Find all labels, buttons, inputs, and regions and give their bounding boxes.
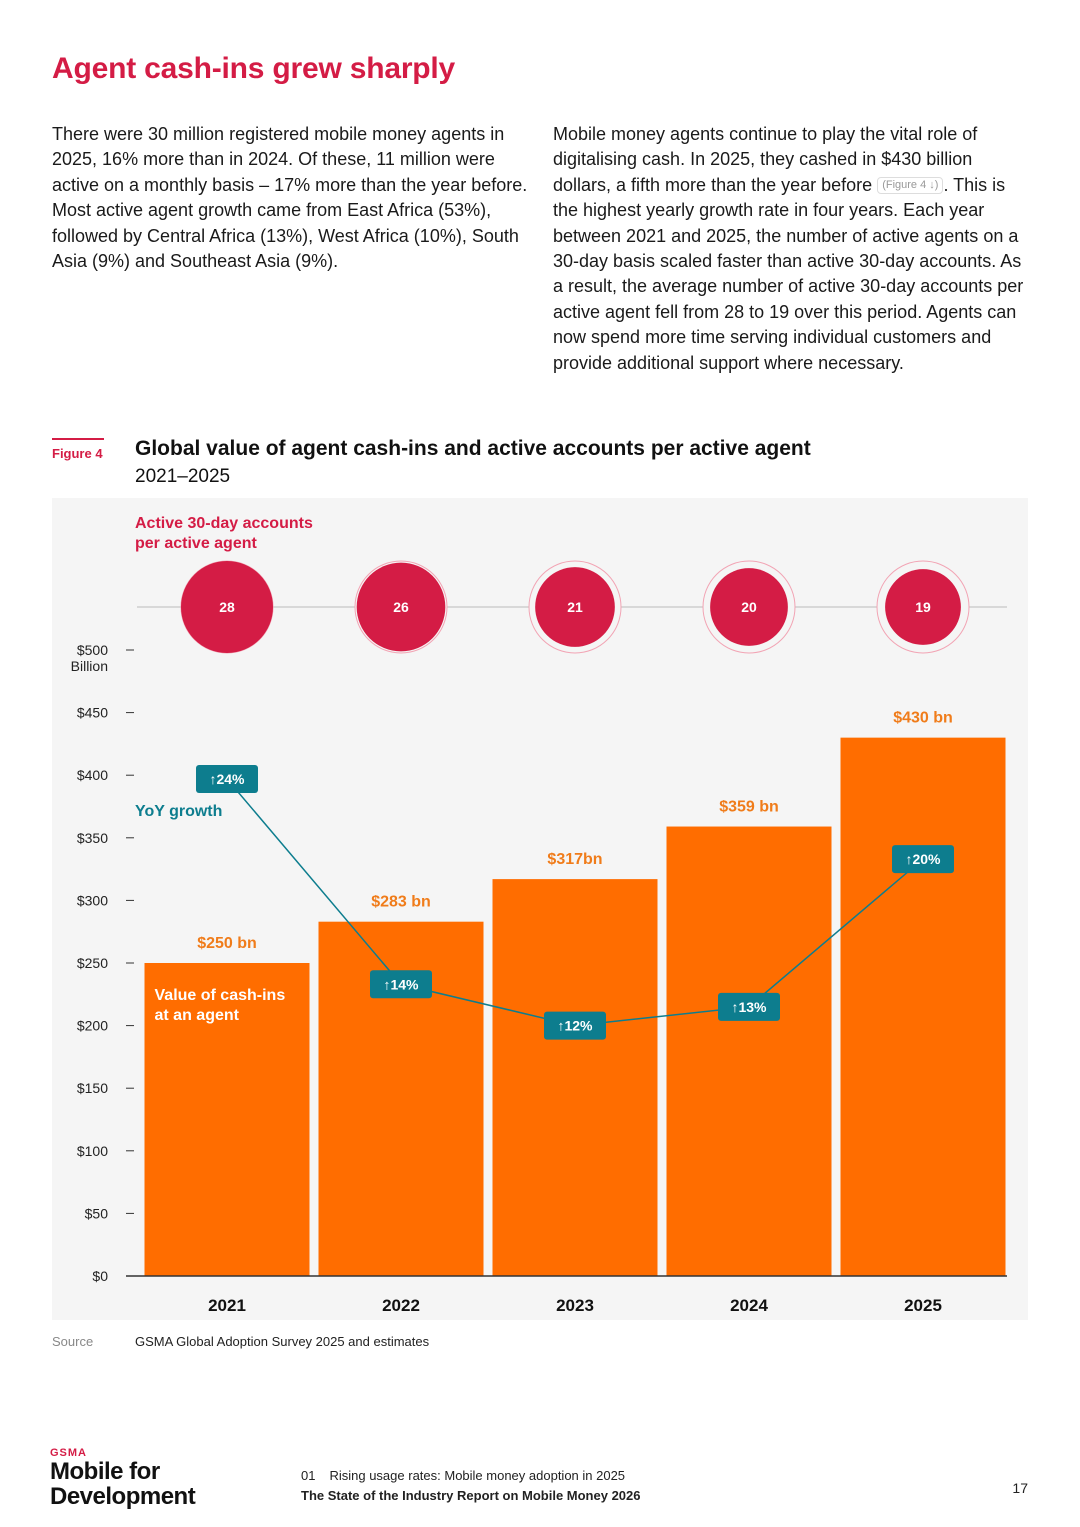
yoy-badge-label: ↑24% xyxy=(209,771,245,787)
x-tick-label: 2021 xyxy=(208,1296,246,1315)
footer-section: 01 Rising usage rates: Mobile money adopt… xyxy=(301,1468,625,1483)
yoy-badge-2023 xyxy=(544,1011,606,1040)
yoy-series-label: YoY growth xyxy=(135,803,222,820)
y-tick-label: $200 xyxy=(77,1018,108,1034)
y-tick-label: $250 xyxy=(77,955,108,971)
figure-reference-link[interactable]: (Figure 4 ↓) xyxy=(877,176,944,194)
bar-series-label: at an agent xyxy=(155,1007,240,1024)
accounts-value: 21 xyxy=(567,599,583,615)
bar-2023 xyxy=(492,879,658,1276)
source-text: GSMA Global Adoption Survey 2025 and est… xyxy=(135,1334,430,1349)
accounts-circle-2024 xyxy=(710,568,788,646)
cash-ins-chart: $0 $50 $100 $150 $200 $250 $300 $350 $400 $450 $50… xyxy=(71,515,1007,1315)
yoy-badge-2022 xyxy=(370,970,432,999)
accounts-series-label: Active 30-day accounts xyxy=(135,515,313,532)
page-number: 17 xyxy=(1012,1480,1028,1496)
logo-gsma-text: GSMA xyxy=(50,1447,87,1459)
figure-subtitle: 2021–2025 xyxy=(135,466,231,487)
paragraph-right-part-1: Mobile money agents continue to play the… xyxy=(553,124,978,195)
bar-value-label: $283 bn xyxy=(371,894,431,911)
bar-value-label: $359 bn xyxy=(719,799,779,816)
bar-series-label: Value of cash-ins xyxy=(155,987,286,1004)
yoy-badge-label: ↑14% xyxy=(383,976,419,992)
figure-title: Global value of agent cash-ins and activ… xyxy=(135,437,811,460)
y-tick-label: $300 xyxy=(77,892,108,908)
yoy-badge-label: ↑20% xyxy=(905,851,941,867)
yoy-badge-label: ↑13% xyxy=(731,999,767,1015)
gsma-logo: GSMA Mobile for Development xyxy=(50,1447,196,1510)
yoy-badge-label: ↑12% xyxy=(557,1018,593,1034)
accounts-circle-2022 xyxy=(356,562,446,652)
bar-value-label: $430 bn xyxy=(893,710,953,727)
intro-paragraph-right: Mobile money agents continue to play the… xyxy=(553,122,1033,376)
accounts-circle-2025 xyxy=(885,569,961,645)
y-tick-label: $50 xyxy=(85,1205,109,1221)
y-tick-label: $150 xyxy=(77,1080,108,1096)
intro-paragraph-left: There were 30 million registered mobile … xyxy=(52,124,528,272)
accounts-value: 26 xyxy=(393,599,409,615)
accounts-value: 20 xyxy=(741,599,757,615)
footer-report-title: The State of the Industry Report on Mobi… xyxy=(301,1488,641,1503)
accounts-circle-2021 xyxy=(181,561,273,653)
page-title: Agent cash-ins grew sharply xyxy=(52,52,456,85)
x-tick-label: 2025 xyxy=(904,1296,942,1315)
x-tick-label: 2024 xyxy=(730,1296,768,1315)
footer-section-number: 01 xyxy=(301,1468,316,1483)
paragraph-right-part-2: . This is the highest yearly growth rate… xyxy=(553,174,1024,373)
y-tick-label: $450 xyxy=(77,705,108,721)
bar-2024 xyxy=(666,826,832,1276)
footer-section-title: Rising usage rates: Mobile money adoptio… xyxy=(329,1468,626,1483)
accounts-series-label: per active agent xyxy=(135,535,258,552)
accounts-value: 28 xyxy=(219,599,235,615)
y-axis-unit: Billion xyxy=(71,658,108,674)
logo-line-1: Mobile for xyxy=(50,1458,160,1485)
figure-tag-rule xyxy=(52,438,104,440)
bar-value-label: $317bn xyxy=(547,851,602,868)
logo-line-2: Development xyxy=(50,1483,196,1510)
bar-2021 xyxy=(144,963,310,1276)
accounts-circle-2023 xyxy=(535,567,615,647)
x-tick-label: 2022 xyxy=(382,1296,420,1315)
yoy-badge-2021 xyxy=(196,764,258,793)
yoy-badge-2024 xyxy=(718,992,780,1021)
chart-panel: $0 $50 $100 $150 $200 $250 $300 $350 $400 $450 $50… xyxy=(52,498,1028,1320)
y-tick-label: $400 xyxy=(77,767,108,783)
yoy-badge-2025 xyxy=(892,845,954,874)
y-tick-label: $0 xyxy=(92,1268,108,1284)
y-tick-label: $100 xyxy=(77,1143,108,1159)
bar-value-label: $250 bn xyxy=(197,935,257,952)
y-tick-label: $350 xyxy=(77,830,108,846)
figure-tag: Figure 4 xyxy=(52,446,103,461)
y-tick-label: $500 xyxy=(77,642,108,658)
x-tick-label: 2023 xyxy=(556,1296,594,1315)
accounts-value: 19 xyxy=(915,599,931,615)
source-label: Source xyxy=(52,1334,94,1349)
bar-2025 xyxy=(840,737,1006,1276)
